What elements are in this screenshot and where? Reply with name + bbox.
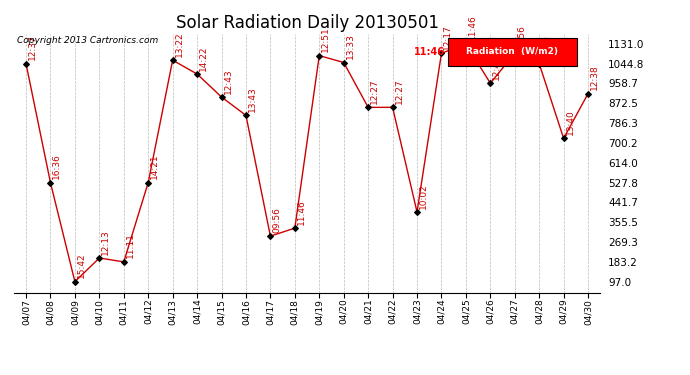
Point — [94, 255, 105, 261]
Text: 12:41: 12:41 — [492, 54, 502, 80]
Text: 13:22: 13:22 — [175, 31, 184, 57]
Point — [265, 233, 276, 239]
Point — [411, 209, 422, 215]
Text: 09:56: 09:56 — [273, 207, 282, 233]
Text: 12:51: 12:51 — [322, 26, 331, 52]
Text: 13:33: 13:33 — [346, 33, 355, 59]
Point — [363, 104, 374, 110]
Text: 12:27: 12:27 — [395, 78, 404, 104]
Point — [436, 50, 447, 56]
Point — [387, 104, 398, 110]
Text: 11:46: 11:46 — [297, 199, 306, 225]
Text: 11:56: 11:56 — [541, 34, 550, 60]
Text: 15:42: 15:42 — [77, 253, 86, 278]
Point — [143, 180, 154, 186]
Point — [582, 90, 593, 96]
Point — [192, 71, 203, 77]
Text: 12:38: 12:38 — [590, 64, 599, 90]
Text: 12:27: 12:27 — [370, 78, 379, 104]
Point — [314, 53, 325, 58]
Text: 14:22: 14:22 — [199, 45, 208, 70]
Point — [338, 60, 349, 66]
FancyBboxPatch shape — [448, 38, 577, 66]
Text: 12:43: 12:43 — [224, 68, 233, 93]
Point — [240, 112, 251, 118]
Point — [118, 259, 129, 265]
Text: 11:56: 11:56 — [517, 24, 526, 50]
Point — [45, 180, 56, 186]
Text: 14:21: 14:21 — [150, 153, 159, 179]
Point — [21, 61, 32, 67]
Point — [216, 94, 227, 100]
Point — [485, 80, 496, 86]
Text: 12:37: 12:37 — [28, 34, 37, 60]
Text: 10:02: 10:02 — [419, 183, 428, 209]
Text: 11:11: 11:11 — [126, 232, 135, 258]
Text: 11:46: 11:46 — [414, 47, 445, 57]
Text: Radiation  (W/m2): Radiation (W/m2) — [466, 47, 558, 56]
Point — [460, 41, 471, 47]
Text: 13:43: 13:43 — [248, 86, 257, 112]
Text: 11:46: 11:46 — [468, 15, 477, 40]
Point — [70, 279, 81, 285]
Title: Solar Radiation Daily 20130501: Solar Radiation Daily 20130501 — [175, 14, 439, 32]
Point — [289, 225, 300, 231]
Point — [558, 135, 569, 141]
Point — [167, 57, 178, 63]
Point — [533, 61, 544, 67]
Point — [509, 50, 520, 56]
Text: 16:36: 16:36 — [52, 153, 61, 179]
Text: 12:13: 12:13 — [101, 229, 110, 255]
Text: Copyright 2013 Cartronics.com: Copyright 2013 Cartronics.com — [17, 36, 158, 45]
Text: 12:17: 12:17 — [444, 24, 453, 50]
Text: 13:40: 13:40 — [566, 109, 575, 135]
